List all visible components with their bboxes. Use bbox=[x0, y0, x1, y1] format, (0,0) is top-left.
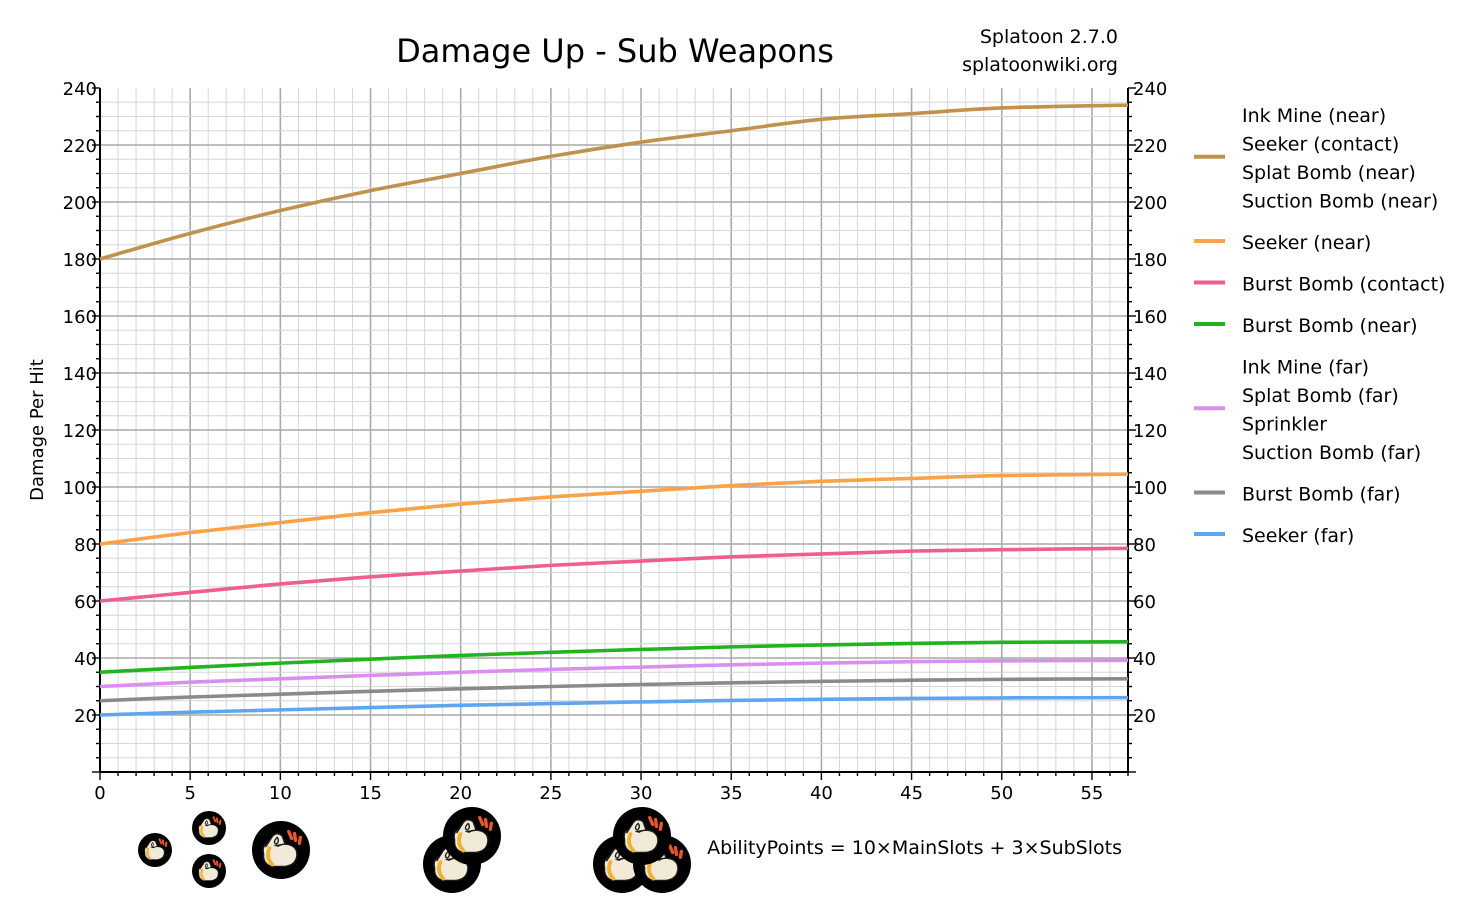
series-line-5 bbox=[99, 658, 1129, 689]
y-tick-label-right: 160 bbox=[1133, 307, 1167, 328]
damage-up-ability-icon bbox=[138, 833, 172, 867]
y-tick-label-left: 60 bbox=[74, 592, 97, 613]
legend-entry-label: Burst Bomb (contact) bbox=[1242, 274, 1445, 296]
series-lines bbox=[99, 103, 1129, 717]
y-tick-label-left: 100 bbox=[63, 478, 97, 499]
x-tick-label: 0 bbox=[94, 783, 105, 804]
series-line-2 bbox=[99, 472, 1129, 546]
legend-entry-label: Seeker (far) bbox=[1242, 525, 1354, 547]
y-tick-label-left: 180 bbox=[63, 250, 97, 271]
x-tick-label: 45 bbox=[900, 783, 923, 804]
damage-up-ability-icon bbox=[613, 807, 671, 865]
legend-entry-label: Suction Bomb (far) bbox=[1242, 442, 1421, 464]
slot-icons bbox=[138, 807, 691, 893]
chart-title: Damage Up - Sub Weapons bbox=[396, 32, 834, 70]
legend-entry-label: Sprinkler bbox=[1242, 414, 1327, 436]
y-tick-label-right: 240 bbox=[1133, 79, 1167, 100]
legend-entry-label: Burst Bomb (near) bbox=[1242, 315, 1418, 337]
legend-entry-label: Seeker (near) bbox=[1242, 232, 1371, 254]
y-tick-label-right: 40 bbox=[1133, 649, 1156, 670]
x-tick-label: 20 bbox=[449, 783, 472, 804]
x-tick-label: 55 bbox=[1080, 783, 1103, 804]
y-tick-label-right: 120 bbox=[1133, 421, 1167, 442]
formula-label: AbilityPoints = 10×MainSlots + 3×SubSlot… bbox=[707, 837, 1122, 859]
legend-entry-label: Splat Bomb (far) bbox=[1242, 385, 1399, 407]
legend: Ink Mine (near) Seeker (contact) Splat Bom… bbox=[1194, 105, 1445, 547]
y-tick-label-left: 200 bbox=[63, 193, 97, 214]
x-tick-label: 5 bbox=[184, 783, 195, 804]
y-tick-label-right: 20 bbox=[1133, 706, 1156, 727]
damage-up-ability-icon bbox=[192, 854, 226, 888]
axes bbox=[92, 87, 1136, 780]
x-tick-label: 15 bbox=[359, 783, 382, 804]
y-tick-label-left: 140 bbox=[63, 364, 97, 385]
damage-up-ability-icon bbox=[192, 811, 226, 845]
series-line-3 bbox=[99, 546, 1129, 603]
y-axis-label: Damage Per Hit bbox=[27, 359, 48, 501]
legend-entry-label: Seeker (contact) bbox=[1242, 134, 1399, 156]
y-tick-label-right: 60 bbox=[1133, 592, 1156, 613]
legend-entry-label: Ink Mine (far) bbox=[1242, 357, 1369, 379]
y-tick-label-right: 220 bbox=[1133, 136, 1167, 157]
damage-up-ability-icon bbox=[252, 821, 310, 879]
y-tick-label-right: 100 bbox=[1133, 478, 1167, 499]
series-line-4 bbox=[99, 639, 1129, 675]
y-tick-label-left: 220 bbox=[63, 136, 97, 157]
y-tick-label-right: 140 bbox=[1133, 364, 1167, 385]
x-tick-label: 30 bbox=[630, 783, 653, 804]
y-tick-label-left: 40 bbox=[74, 649, 97, 670]
damage-up-ability-icon bbox=[443, 807, 501, 865]
legend-entry-label: Splat Bomb (near) bbox=[1242, 162, 1416, 184]
y-tick-label-left: 80 bbox=[74, 535, 97, 556]
x-tick-label: 10 bbox=[269, 783, 292, 804]
y-tick-label-right: 200 bbox=[1133, 193, 1167, 214]
y-tick-label-left: 20 bbox=[74, 706, 97, 727]
x-tick-label: 40 bbox=[810, 783, 833, 804]
x-tick-label: 35 bbox=[720, 783, 743, 804]
y-tick-label-left: 240 bbox=[63, 79, 97, 100]
series-line-1 bbox=[99, 103, 1129, 261]
x-tick-label: 50 bbox=[990, 783, 1013, 804]
legend-entry-label: Ink Mine (near) bbox=[1242, 105, 1386, 127]
legend-entry-label: Suction Bomb (near) bbox=[1242, 191, 1438, 213]
y-tick-label-left: 120 bbox=[63, 421, 97, 442]
source-site: splatoonwiki.org bbox=[962, 54, 1118, 76]
source-version: Splatoon 2.7.0 bbox=[980, 26, 1118, 48]
series-line-7 bbox=[99, 695, 1129, 717]
legend-entry-label: Burst Bomb (far) bbox=[1242, 484, 1401, 506]
tick-labels: 0 5 10 15 20 25 30 35 40 45 50 55 20 20 40 40 60 60 80 80 10… bbox=[63, 79, 1168, 804]
series-line-6 bbox=[99, 677, 1129, 703]
y-tick-label-left: 160 bbox=[63, 307, 97, 328]
y-tick-label-right: 180 bbox=[1133, 250, 1167, 271]
x-tick-label: 25 bbox=[539, 783, 562, 804]
y-tick-label-right: 80 bbox=[1133, 535, 1156, 556]
